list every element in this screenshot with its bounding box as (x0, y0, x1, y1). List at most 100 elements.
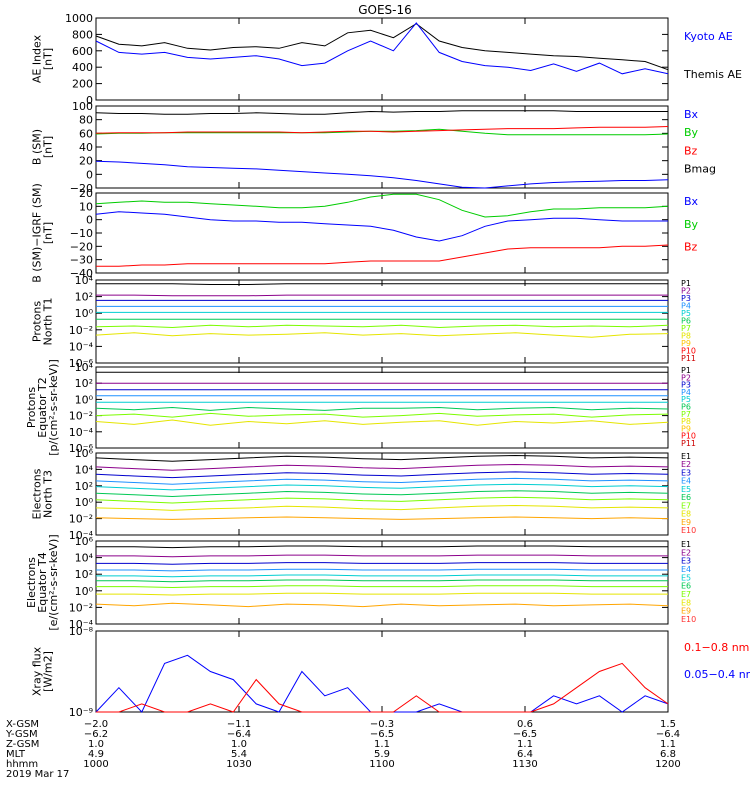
series-line (95, 324, 669, 329)
x-axis-value: 1.1 (660, 739, 676, 750)
y-axis-label: Xray flux (31, 646, 44, 696)
series-line (96, 545, 668, 549)
x-axis-value: −6.4 (656, 729, 680, 740)
y-tick-label: 1000 (65, 12, 93, 25)
legend-entry: P3 (681, 294, 691, 303)
y-tick-label: 10⁻⁸ (69, 625, 94, 638)
legend-entry: E9 (681, 518, 691, 527)
y-tick-label: 600 (72, 45, 93, 58)
legend-entry: P11 (681, 354, 696, 363)
y-tick-label: −20 (70, 240, 93, 253)
legend-entry: P9 (681, 424, 691, 433)
series-line (95, 516, 669, 520)
y-axis-label: North T3 (42, 470, 55, 518)
legend-entry: E7 (681, 590, 691, 599)
x-axis-value: 1.0 (231, 739, 247, 750)
y-tick-label: 10⁻² (69, 324, 93, 337)
y-axis-label: Electrons (25, 557, 38, 608)
y-axis-label: [e/(cm²-s-sr-keV)] (47, 534, 60, 630)
y-tick-label: 10⁻⁹ (69, 706, 93, 719)
series-line (95, 22, 669, 75)
x-axis-value: 1130 (512, 759, 537, 770)
x-axis-value: 1.5 (660, 719, 676, 730)
x-axis-value: −6.5 (513, 729, 537, 740)
x-axis-value: −6.5 (370, 729, 394, 740)
legend-entry: P6 (681, 403, 691, 412)
y-tick-label: 10⁻² (69, 513, 93, 526)
x-axis-value: −1.1 (227, 719, 251, 730)
panel-frame (95, 279, 669, 364)
series-line (96, 554, 668, 558)
y-tick-label: 10⁰ (75, 585, 94, 598)
legend-entry: E4 (681, 565, 691, 574)
panel-frame (95, 630, 669, 713)
panel-frame (95, 366, 669, 449)
series-line (95, 332, 669, 338)
legend-entry: E4 (681, 477, 691, 486)
y-tick-label: 60 (79, 127, 93, 140)
series-line (96, 568, 668, 572)
panel-frame (95, 105, 669, 189)
y-tick-label: 20 (79, 187, 93, 200)
y-axis-label: B (SM)−IGRF (SM) (31, 183, 44, 283)
series-line (95, 471, 669, 479)
series-line (96, 592, 668, 596)
series-line (95, 110, 668, 115)
y-tick-label: −40 (70, 267, 93, 280)
x-axis-value: 1.0 (88, 739, 104, 750)
x-axis-row-label: MLT (6, 749, 26, 760)
y-tick-label: 20 (79, 155, 93, 168)
series-line (96, 579, 668, 583)
legend-entry: E8 (681, 510, 691, 519)
y-tick-label: 10⁴ (75, 552, 94, 565)
series-line (95, 463, 669, 471)
legend-entry: P2 (681, 287, 691, 296)
y-tick-label: 10⁶ (75, 535, 94, 548)
series-line (96, 662, 669, 713)
y-tick-label: 0 (86, 94, 93, 107)
legend-entry: E5 (681, 485, 691, 494)
y-tick-label: 10 (79, 200, 93, 213)
x-axis-value: 1.1 (374, 739, 390, 750)
y-tick-label: 10⁰ (75, 307, 94, 320)
y-tick-label: 10⁻⁴ (69, 618, 94, 631)
legend-entry: E1 (681, 540, 691, 549)
legend-entry: By (684, 126, 699, 139)
legend-entry: E10 (681, 526, 696, 535)
legend-entry: E2 (681, 460, 691, 469)
series-line (96, 294, 668, 297)
y-axis-label: Equator T4 (36, 552, 49, 612)
series-line (95, 406, 669, 411)
series-line (95, 23, 669, 71)
x-axis-value: 5.4 (231, 749, 247, 760)
legend-entry: E7 (681, 501, 691, 510)
panel-xray: 10⁻⁸ 10⁻⁹ Xray flux[W/m2] 0.1−0.8 nm 0.05−0.… (31, 625, 750, 719)
legend-entry: 0.1−0.8 nm (684, 641, 749, 654)
series-line (96, 283, 668, 285)
y-tick-label: −10 (70, 227, 93, 240)
legend-entry: P1 (681, 279, 691, 288)
legend-entry: E5 (681, 573, 691, 582)
y-tick-label: 10² (75, 480, 93, 493)
x-axis-row-label: Z-GSM (6, 739, 39, 750)
y-axis-label: AE Index (31, 34, 44, 83)
y-tick-label: 40 (79, 141, 93, 154)
legend-entry: P11 (681, 439, 696, 448)
x-axis-value: 4.9 (88, 749, 104, 760)
series-line (95, 496, 669, 504)
legend-entry: E1 (681, 452, 691, 461)
legend-entry: P5 (681, 309, 691, 318)
legend-entry: E3 (681, 468, 691, 477)
y-tick-label: 10⁻⁴ (69, 340, 94, 353)
y-tick-label: 10² (75, 291, 93, 304)
legend-entry: E8 (681, 598, 691, 607)
legend-entry: P4 (681, 388, 691, 397)
y-tick-label: 100 (72, 100, 93, 113)
y-tick-label: 10⁴ (75, 361, 94, 374)
legend-entry: P4 (681, 302, 691, 311)
series-line (95, 477, 669, 485)
legend-entry: P8 (681, 332, 691, 341)
